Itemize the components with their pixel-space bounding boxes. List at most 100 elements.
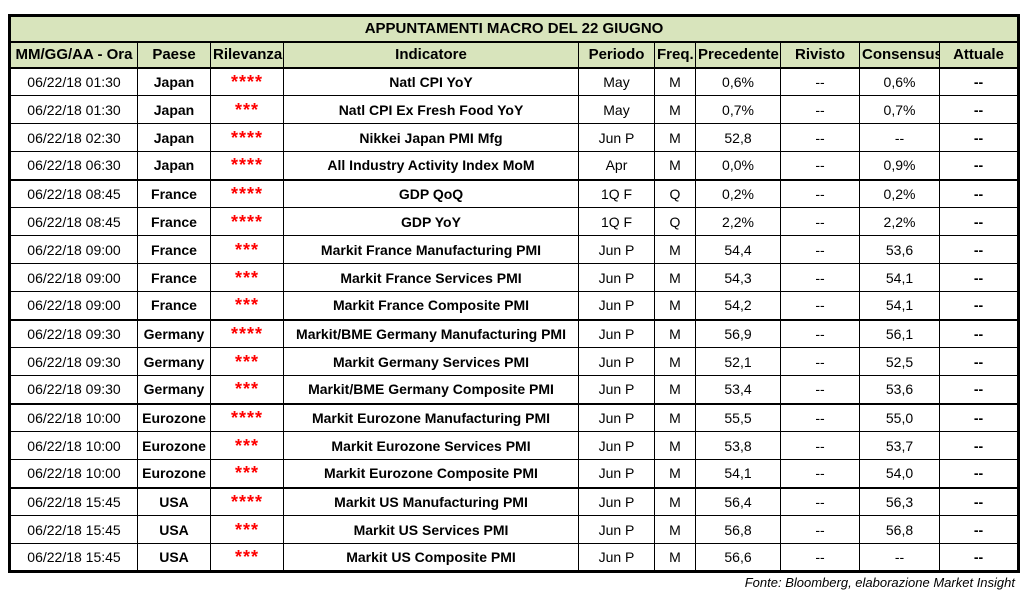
col-header-previous: Precedente: [695, 41, 781, 69]
cell-stars-rating: ***: [210, 515, 284, 544]
cell-previous: 55,5: [695, 402, 781, 432]
cell-freq: M: [654, 123, 696, 152]
table-row: 06/22/18 09:30 Germany *** Markit Germany S…: [8, 347, 1021, 376]
table-row: 06/22/18 09:00 France *** Markit France Com…: [8, 291, 1021, 320]
cell-datetime: 06/22/18 01:30: [8, 67, 138, 96]
cell-actual: --: [938, 67, 1021, 96]
cell-period: Jun P: [578, 431, 655, 460]
cell-stars-rating: ***: [210, 459, 284, 488]
cell-actual: --: [938, 263, 1021, 292]
cell-datetime: 06/22/18 15:45: [8, 515, 138, 544]
cell-revised: --: [780, 515, 860, 544]
cell-freq: M: [654, 263, 696, 292]
cell-previous: 0,6%: [695, 67, 781, 96]
cell-indicator: Markit France Services PMI: [283, 263, 579, 292]
cell-stars-rating: ***: [210, 291, 284, 320]
cell-stars-rating: ****: [210, 486, 284, 516]
cell-country: Eurozone: [137, 459, 211, 488]
col-header-revised: Rivisto: [780, 41, 860, 69]
table-header-row: MM/GG/AA - Ora Paese Rilevanza Indicator…: [8, 41, 1021, 69]
cell-revised: --: [780, 318, 860, 348]
cell-stars-rating: ****: [210, 67, 284, 96]
cell-period: Jun P: [578, 347, 655, 376]
cell-stars-rating: ***: [210, 235, 284, 264]
cell-freq: M: [654, 486, 696, 516]
cell-previous: 54,3: [695, 263, 781, 292]
cell-previous: 56,4: [695, 486, 781, 516]
cell-stars-rating: ***: [210, 263, 284, 292]
table-title-row: APPUNTAMENTI MACRO DEL 22 GIUGNO: [7, 14, 1021, 43]
cell-consensus: 53,6: [859, 375, 940, 404]
cell-stars-rating: ****: [210, 207, 284, 236]
cell-country: France: [137, 263, 211, 292]
cell-stars-rating: ****: [210, 402, 284, 432]
cell-consensus: 54,1: [859, 291, 940, 320]
cell-revised: --: [780, 375, 860, 404]
table-row: 06/22/18 09:30 Germany **** Markit/BME Germ…: [8, 318, 1021, 348]
cell-period: Jun P: [578, 515, 655, 544]
cell-actual: --: [938, 402, 1021, 432]
cell-revised: --: [780, 291, 860, 320]
table-row: 06/22/18 06:30 Japan **** All Industry Acti…: [8, 151, 1021, 180]
cell-datetime: 06/22/18 01:30: [8, 95, 138, 124]
cell-consensus: 53,6: [859, 235, 940, 264]
cell-consensus: 52,5: [859, 347, 940, 376]
cell-actual: --: [938, 95, 1021, 124]
table-row: 06/22/18 15:45 USA *** Markit US Services P…: [8, 515, 1021, 544]
cell-previous: 56,6: [695, 543, 781, 573]
cell-revised: --: [780, 543, 860, 573]
cell-datetime: 06/22/18 06:30: [8, 151, 138, 180]
cell-actual: --: [938, 347, 1021, 376]
cell-country: USA: [137, 543, 211, 573]
cell-datetime: 06/22/18 09:00: [8, 263, 138, 292]
cell-stars-rating: ***: [210, 431, 284, 460]
cell-actual: --: [938, 178, 1021, 208]
cell-period: Jun P: [578, 318, 655, 348]
cell-country: France: [137, 235, 211, 264]
cell-consensus: 56,3: [859, 486, 940, 516]
cell-stars-rating: ****: [210, 318, 284, 348]
cell-period: Jun P: [578, 486, 655, 516]
cell-previous: 0,2%: [695, 178, 781, 208]
cell-revised: --: [780, 235, 860, 264]
cell-consensus: 0,6%: [859, 67, 940, 96]
table-title: APPUNTAMENTI MACRO DEL 22 GIUGNO: [7, 14, 1021, 43]
col-header-relevance: Rilevanza: [210, 41, 284, 69]
cell-previous: 53,4: [695, 375, 781, 404]
table-body: 06/22/18 01:30 Japan **** Natl CPI YoY May M 0…: [8, 67, 1021, 573]
cell-datetime: 06/22/18 15:45: [8, 486, 138, 516]
table-row: 06/22/18 08:45 France **** GDP YoY 1Q F Q 2,2%…: [8, 207, 1021, 236]
cell-country: USA: [137, 515, 211, 544]
cell-consensus: 56,1: [859, 318, 940, 348]
cell-actual: --: [938, 151, 1021, 180]
cell-revised: --: [780, 207, 860, 236]
cell-actual: --: [938, 459, 1021, 488]
cell-freq: M: [654, 543, 696, 573]
col-header-country: Paese: [137, 41, 211, 69]
table-row: 06/22/18 08:45 France **** GDP QoQ 1Q F Q 0,2%…: [8, 178, 1021, 208]
cell-country: France: [137, 291, 211, 320]
col-header-indicator: Indicatore: [283, 41, 579, 69]
cell-revised: --: [780, 151, 860, 180]
cell-consensus: 0,2%: [859, 178, 940, 208]
cell-actual: --: [938, 543, 1021, 573]
cell-stars-rating: ***: [210, 375, 284, 404]
cell-actual: --: [938, 431, 1021, 460]
cell-previous: 52,8: [695, 123, 781, 152]
col-header-actual: Attuale: [938, 41, 1021, 69]
cell-actual: --: [938, 291, 1021, 320]
cell-stars-rating: ****: [210, 123, 284, 152]
cell-previous: 2,2%: [695, 207, 781, 236]
cell-freq: M: [654, 402, 696, 432]
cell-period: Jun P: [578, 402, 655, 432]
cell-indicator: Nikkei Japan PMI Mfg: [283, 123, 579, 152]
cell-period: May: [578, 95, 655, 124]
cell-freq: M: [654, 347, 696, 376]
table-row: 06/22/18 01:30 Japan *** Natl CPI Ex Fresh …: [8, 95, 1021, 124]
cell-consensus: 56,8: [859, 515, 940, 544]
cell-freq: M: [654, 291, 696, 320]
cell-datetime: 06/22/18 08:45: [8, 207, 138, 236]
col-header-period: Periodo: [578, 41, 655, 69]
table-row: 06/22/18 15:45 USA *** Markit US Composite …: [8, 543, 1021, 573]
